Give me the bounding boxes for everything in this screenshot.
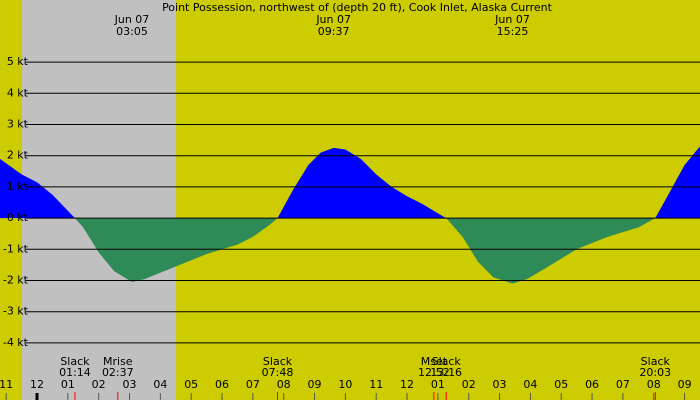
event-label: Slack bbox=[60, 355, 90, 368]
y-tick-label: 1 kt bbox=[7, 180, 29, 193]
x-tick-label: 07 bbox=[246, 378, 260, 391]
y-tick-label: -2 kt bbox=[3, 273, 29, 286]
event-time: 13:16 bbox=[430, 366, 462, 379]
x-tick-label: 12 bbox=[30, 378, 44, 391]
x-tick-label: 03 bbox=[123, 378, 137, 391]
flood-area bbox=[0, 146, 700, 219]
event-label: Slack bbox=[263, 355, 293, 368]
peak-date: Jun 07 bbox=[494, 13, 530, 26]
x-tick-label: 02 bbox=[92, 378, 106, 391]
peak-time: 15:25 bbox=[497, 25, 529, 38]
x-tick-label: 06 bbox=[215, 378, 229, 391]
x-tick-label: 05 bbox=[554, 378, 568, 391]
x-tick-label: 09 bbox=[308, 378, 322, 391]
event-time: 01:14 bbox=[59, 366, 91, 379]
x-tick-label: 06 bbox=[585, 378, 599, 391]
y-tick-label: -3 kt bbox=[3, 305, 29, 318]
x-tick-label: 01 bbox=[61, 378, 75, 391]
y-tick-label: 5 kt bbox=[7, 55, 29, 68]
peak-date: Jun 07 bbox=[315, 13, 351, 26]
x-tick-label: 11 bbox=[369, 378, 383, 391]
event-time: 12:52 bbox=[418, 366, 450, 379]
y-tick-label: 2 kt bbox=[7, 149, 29, 162]
event-time: 20:03 bbox=[639, 366, 671, 379]
x-tick-label: 12 bbox=[400, 378, 414, 391]
event-label: Mrise bbox=[103, 355, 133, 368]
event-time: 02:37 bbox=[102, 366, 134, 379]
peak-date: Jun 07 bbox=[114, 13, 150, 26]
x-tick-label: 10 bbox=[338, 378, 352, 391]
y-tick-label: 0 kt bbox=[7, 211, 29, 224]
x-tick-label: 09 bbox=[678, 378, 692, 391]
x-tick-label: 03 bbox=[493, 378, 507, 391]
event-time: 07:48 bbox=[262, 366, 294, 379]
peak-time: 09:37 bbox=[318, 25, 350, 38]
x-tick-label: 11 bbox=[0, 378, 13, 391]
x-tick-label: 04 bbox=[523, 378, 537, 391]
y-tick-label: 4 kt bbox=[7, 86, 29, 99]
x-tick-label: 05 bbox=[184, 378, 198, 391]
x-tick-label: 07 bbox=[616, 378, 630, 391]
y-tick-label: -1 kt bbox=[3, 242, 29, 255]
y-tick-label: -4 kt bbox=[3, 336, 29, 349]
chart-title: Point Possession, northwest of (depth 20… bbox=[162, 1, 553, 14]
ebb-area bbox=[0, 218, 700, 284]
event-label: Slack bbox=[432, 355, 462, 368]
event-label: Slack bbox=[641, 355, 671, 368]
peak-time: 03:05 bbox=[116, 25, 148, 38]
x-tick-label: 02 bbox=[462, 378, 476, 391]
x-tick-label: 01 bbox=[431, 378, 445, 391]
x-tick-label: 08 bbox=[647, 378, 661, 391]
x-tick-label: 08 bbox=[277, 378, 291, 391]
event-label: Mset bbox=[421, 355, 448, 368]
x-tick-label: 04 bbox=[153, 378, 167, 391]
y-tick-label: 3 kt bbox=[7, 117, 29, 130]
